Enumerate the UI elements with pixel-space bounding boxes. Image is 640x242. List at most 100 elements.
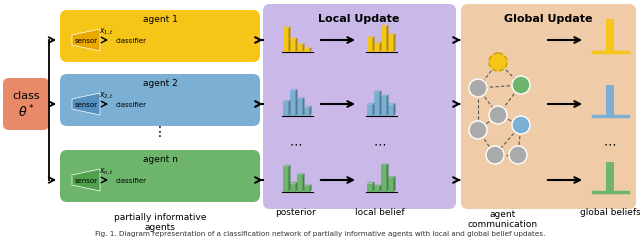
Polygon shape: [289, 89, 298, 91]
Text: agent
communication: agent communication: [468, 210, 538, 229]
Polygon shape: [367, 103, 374, 105]
Bar: [296, 45, 303, 52]
Polygon shape: [296, 182, 298, 192]
FancyBboxPatch shape: [263, 4, 456, 209]
Text: sensor: sensor: [74, 102, 97, 108]
Text: Local Update: Local Update: [318, 14, 400, 24]
Text: agent 1: agent 1: [143, 15, 177, 23]
Polygon shape: [289, 38, 298, 39]
Text: ⋯: ⋯: [290, 138, 302, 151]
Polygon shape: [72, 93, 100, 115]
Bar: [289, 91, 296, 116]
Polygon shape: [387, 163, 388, 192]
Text: global beliefs: global beliefs: [580, 208, 640, 217]
Polygon shape: [310, 106, 312, 116]
Text: local belief: local belief: [355, 208, 405, 217]
Text: class: class: [12, 91, 40, 101]
FancyBboxPatch shape: [60, 150, 260, 202]
Polygon shape: [374, 42, 381, 44]
Bar: [289, 39, 296, 52]
Text: agent n: agent n: [143, 154, 177, 164]
Polygon shape: [394, 33, 396, 52]
Polygon shape: [289, 100, 291, 116]
Polygon shape: [303, 106, 312, 108]
Circle shape: [489, 53, 507, 71]
Bar: [387, 178, 394, 192]
FancyBboxPatch shape: [461, 4, 636, 209]
Polygon shape: [380, 42, 381, 52]
Text: classifier: classifier: [115, 102, 147, 108]
Bar: [367, 38, 372, 52]
Polygon shape: [387, 103, 396, 105]
FancyBboxPatch shape: [3, 78, 49, 130]
Polygon shape: [387, 94, 388, 116]
Bar: [296, 99, 303, 116]
Polygon shape: [72, 29, 100, 51]
Text: ⋯: ⋯: [604, 138, 616, 151]
Polygon shape: [381, 25, 388, 27]
Polygon shape: [394, 103, 396, 116]
Polygon shape: [296, 97, 305, 99]
Circle shape: [486, 146, 504, 164]
Bar: [282, 167, 289, 192]
Polygon shape: [387, 33, 396, 35]
Polygon shape: [289, 26, 291, 52]
Polygon shape: [289, 182, 298, 184]
Circle shape: [469, 79, 487, 97]
Text: $x_{1,t}$: $x_{1,t}$: [99, 27, 115, 37]
Bar: [367, 184, 372, 192]
Bar: [381, 165, 387, 192]
Text: ⋮: ⋮: [153, 125, 167, 139]
FancyBboxPatch shape: [112, 93, 150, 115]
Polygon shape: [387, 25, 388, 52]
Polygon shape: [381, 94, 388, 96]
Polygon shape: [303, 184, 312, 186]
Polygon shape: [394, 176, 396, 192]
Bar: [381, 96, 387, 116]
Polygon shape: [380, 90, 381, 116]
Polygon shape: [387, 176, 396, 178]
Bar: [606, 162, 614, 192]
Text: classifier: classifier: [115, 178, 147, 184]
Polygon shape: [372, 103, 374, 116]
Bar: [381, 27, 387, 52]
Polygon shape: [296, 89, 298, 116]
Polygon shape: [282, 100, 291, 102]
Polygon shape: [72, 169, 100, 191]
Polygon shape: [282, 26, 291, 28]
Text: $x_{2,t}$: $x_{2,t}$: [99, 91, 115, 101]
Polygon shape: [296, 38, 298, 52]
Polygon shape: [372, 36, 374, 52]
Polygon shape: [374, 90, 381, 92]
Text: ⋯: ⋯: [374, 138, 387, 151]
Bar: [289, 184, 296, 192]
Polygon shape: [367, 36, 374, 38]
Text: Global Update: Global Update: [504, 14, 592, 24]
Circle shape: [509, 146, 527, 164]
Bar: [374, 92, 380, 116]
Bar: [374, 186, 380, 192]
Circle shape: [512, 116, 530, 134]
Polygon shape: [296, 173, 305, 175]
Bar: [387, 35, 394, 52]
Polygon shape: [380, 184, 381, 192]
Polygon shape: [303, 43, 305, 52]
Polygon shape: [303, 97, 305, 116]
Polygon shape: [296, 43, 305, 45]
Bar: [303, 108, 310, 116]
Text: Fig. 1. Diagram representation of a classification network of partially informat: Fig. 1. Diagram representation of a clas…: [95, 231, 545, 237]
Polygon shape: [282, 165, 291, 167]
Polygon shape: [374, 184, 381, 186]
FancyBboxPatch shape: [112, 29, 150, 51]
Bar: [296, 175, 303, 192]
Bar: [367, 105, 372, 116]
Polygon shape: [310, 184, 312, 192]
FancyBboxPatch shape: [112, 169, 150, 191]
Polygon shape: [372, 182, 374, 192]
Bar: [374, 44, 380, 52]
Polygon shape: [289, 165, 291, 192]
FancyBboxPatch shape: [60, 74, 260, 126]
Text: posterior: posterior: [276, 208, 316, 217]
FancyBboxPatch shape: [60, 10, 260, 62]
Text: $\theta^*$: $\theta^*$: [18, 104, 35, 120]
